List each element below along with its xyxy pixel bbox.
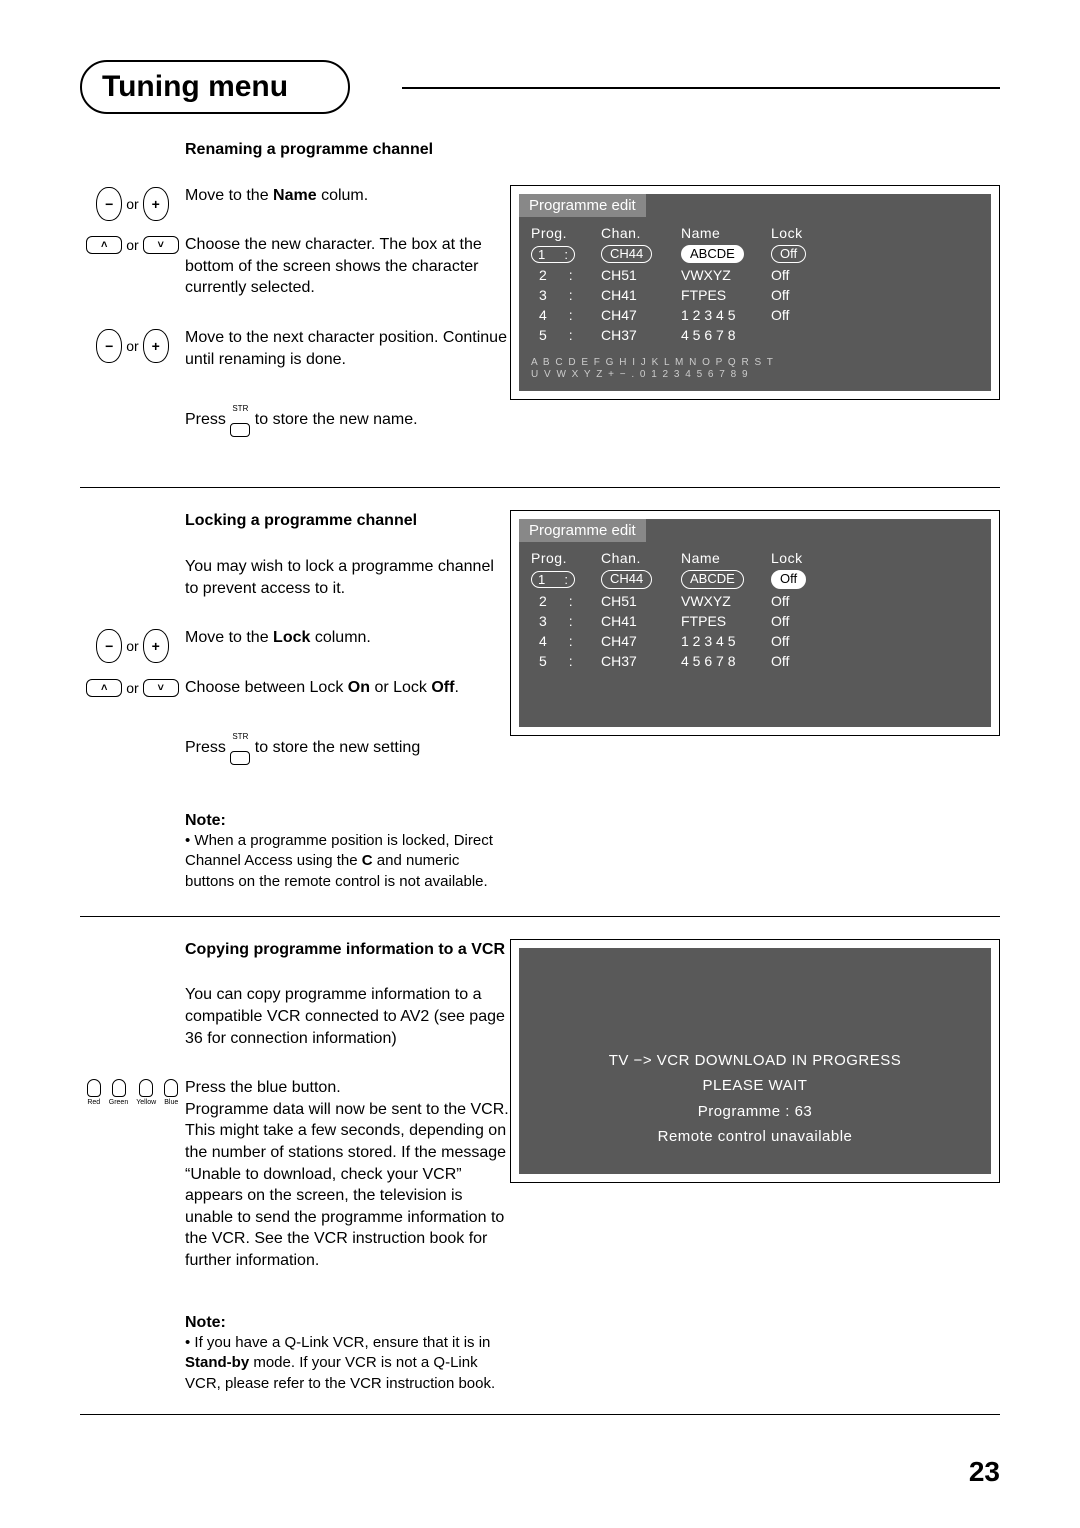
s2-heading: Locking a programme channel (185, 510, 510, 532)
vcr-line3: Programme : 63 (529, 1099, 981, 1125)
s2-intro: You may wish to lock a programme channel… (185, 556, 510, 599)
vcr-line4: Remote control unavailable (529, 1124, 981, 1150)
divider (80, 1414, 1000, 1415)
color-buttons-icon: Red Green Yellow Blue (80, 1077, 185, 1106)
osd-row: 3: CH41FTPESOff (531, 285, 979, 305)
vcr-line2: PLEASE WAIT (529, 1073, 981, 1099)
up-button-icon: ˄ (86, 679, 122, 697)
minus-plus-icons: − or + (80, 185, 185, 221)
up-button-icon: ˄ (86, 236, 122, 254)
minus-button-icon: − (96, 629, 122, 663)
osd-row: 5: CH374 5 6 7 8 (531, 325, 979, 345)
charset-line2: U V W X Y Z + − . 0 1 2 3 4 5 6 7 8 9 (519, 369, 991, 381)
vcr-download-panel: TV −> VCR DOWNLOAD IN PROGRESS PLEASE WA… (510, 939, 1000, 1183)
page-number: 23 (969, 1456, 1000, 1488)
charset-line1: A B C D E F G H I J K L M N O P Q R S T (519, 351, 991, 369)
vcr-line1: TV −> VCR DOWNLOAD IN PROGRESS (529, 1048, 981, 1074)
plus-button-icon: + (143, 629, 169, 663)
s1-step4: Press STR to store the new name. (185, 398, 510, 441)
s1-step3: Move to the next character position. Con… (185, 327, 510, 370)
down-button-icon: ˅ (143, 236, 179, 254)
minus-button-icon: − (96, 187, 122, 221)
note-text: • When a programme position is locked, D… (185, 831, 510, 892)
s3-p1: You can copy programme information to a … (185, 984, 510, 1049)
note-label: Note: (185, 810, 510, 832)
programme-edit-panel-2: Programme edit Prog. Chan. Name Lock 1: … (510, 510, 1000, 736)
osd-title: Programme edit (519, 194, 646, 217)
minus-plus-icons-2: − or + (80, 327, 185, 363)
str-button-icon (230, 423, 250, 437)
programme-edit-panel-1: Programme edit Prog. Chan. Name Lock 1: … (510, 185, 1000, 401)
page-title-wrap: Tuning menu (80, 60, 1000, 114)
osd-row: 1: CH44 ABCDE Off (531, 243, 979, 266)
page-title: Tuning menu (80, 60, 350, 114)
down-button-icon: ˅ (143, 679, 179, 697)
plus-button-icon: + (143, 187, 169, 221)
divider (80, 916, 1000, 917)
s1-heading: Renaming a programme channel (185, 139, 510, 161)
up-down-icons: ˄ or ˅ (80, 234, 185, 254)
osd-header-row: Prog. Chan. Name Lock (531, 223, 979, 243)
s3-p2: Press the blue button. Programme data wi… (185, 1077, 510, 1271)
osd-row: 2: CH51VWXYZOff (531, 265, 979, 285)
s1-step2: Choose the new character. The box at the… (185, 234, 510, 299)
divider (80, 487, 1000, 488)
str-button-icon (230, 751, 250, 765)
osd-row: 4: CH471 2 3 4 5Off (531, 305, 979, 325)
str-label: STR (230, 405, 250, 413)
s3-heading: Copying programme information to a VCR (185, 939, 510, 961)
